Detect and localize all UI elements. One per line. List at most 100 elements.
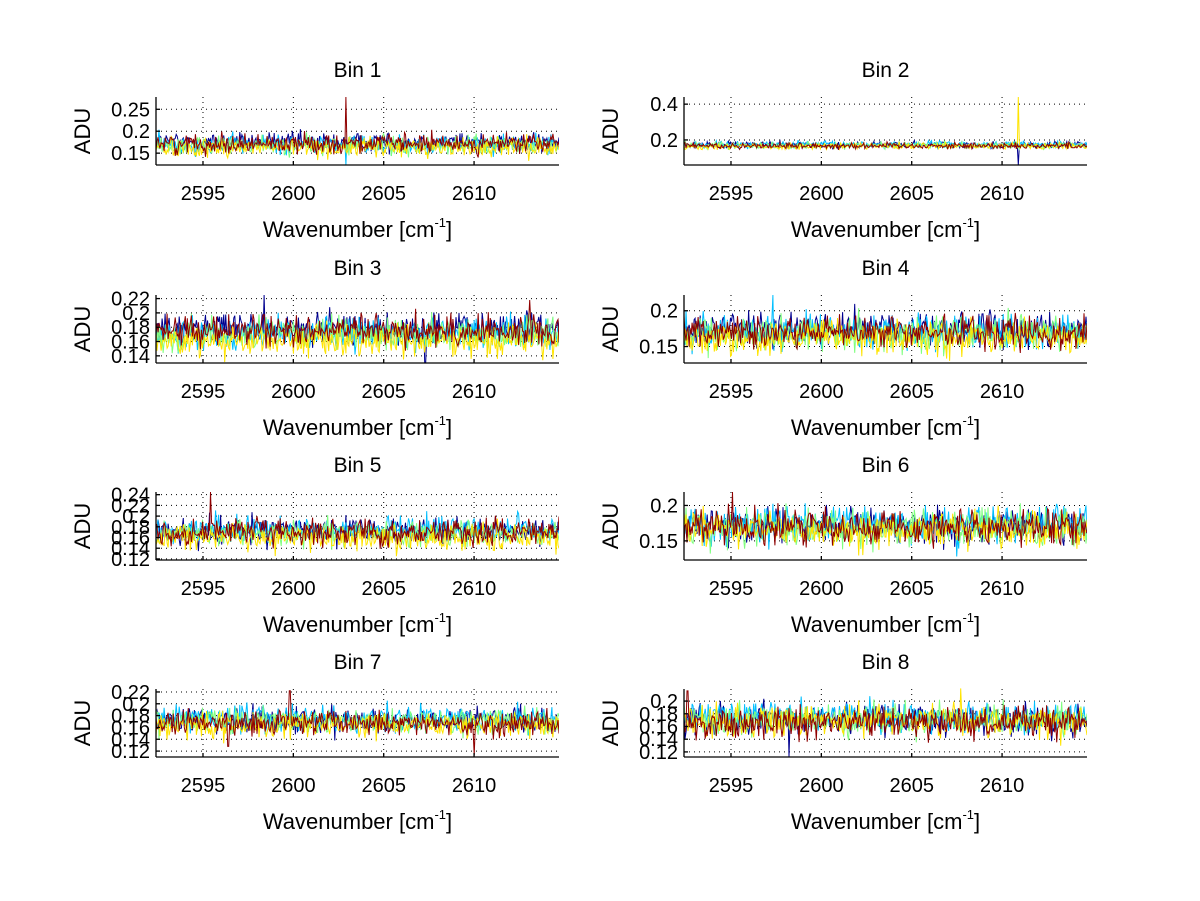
x-axis-label-bracket: ] (446, 217, 452, 242)
x-axis-label: Wavenumber [cm-1] (791, 413, 980, 440)
y-tick-label: 0.2 (122, 121, 150, 143)
y-tick-label: 0.14 (111, 346, 150, 368)
x-tick-label: 2605 (889, 183, 934, 205)
line-series-4 (684, 505, 1087, 556)
x-axis-label-superscript: -1 (962, 807, 974, 822)
x-tick-label: 2610 (980, 381, 1025, 403)
y-tick-label: 0.2 (650, 301, 678, 323)
x-tick-label: 2605 (361, 381, 406, 403)
y-tick-label: 0.25 (111, 99, 150, 121)
x-axis-label: Wavenumber [cm-1] (791, 807, 980, 834)
line-series-5 (156, 491, 559, 549)
y-tick-label: 0.14 (111, 538, 150, 560)
x-tick-label: 2600 (799, 381, 844, 403)
y-tick-label: 0.2 (122, 303, 150, 325)
x-tick-label: 2600 (271, 775, 316, 797)
subplot-bin-8: Bin 8 2595 2600 2605 2610 0.120.140.160.180.2… (598, 651, 1087, 834)
y-tick-label: 0.16 (111, 717, 150, 739)
y-tick-label: 0.15 (111, 143, 150, 165)
subplot-bin-2: Bin 2 2595 2600 2605 2610 0.2 0.4 Wavenumber [c… (598, 59, 1087, 242)
y-tick-label: 0.15 (639, 337, 678, 359)
y-tick-label: 0.16 (639, 716, 678, 738)
y-tick-label: 0.4 (650, 94, 678, 116)
x-axis-label-superscript: -1 (434, 807, 446, 822)
y-tick-label: 0.16 (111, 528, 150, 550)
y-tick-label: 0.22 (111, 495, 150, 517)
x-tick-label: 2605 (361, 578, 406, 600)
y-axis-label: ADU (70, 306, 95, 352)
subplot-title: Bin 6 (862, 454, 910, 477)
y-tick-label: 0.24 (111, 485, 150, 507)
y-tick-label: 0.2 (650, 130, 678, 152)
x-axis-label-superscript: -1 (434, 215, 446, 230)
x-tick-label: 2610 (980, 775, 1025, 797)
x-tick-label: 2595 (709, 381, 754, 403)
subplot-bin-6: Bin 6 2595 2600 2605 2610 0.15 0.2 Wavenumber [… (598, 454, 1087, 637)
line-series-5 (684, 491, 1087, 549)
y-axis-label: ADU (598, 306, 623, 352)
y-tick-label: 0.22 (111, 289, 150, 311)
x-axis-label: Wavenumber [cm-1] (263, 610, 452, 637)
x-tick-label: 2600 (799, 578, 844, 600)
y-tick-label: 0.12 (639, 742, 678, 764)
y-tick-label: 0.18 (639, 704, 678, 726)
subplot-title: Bin 3 (334, 257, 382, 280)
x-tick-label: 2605 (889, 578, 934, 600)
x-tick-label: 2610 (980, 183, 1025, 205)
subplot-bin-3: Bin 3 2595 2600 2605 2610 0.140.160.180.20.22… (70, 257, 559, 440)
subplot-title: Bin 5 (334, 454, 382, 477)
y-axis-label: ADU (598, 700, 623, 746)
line-series-5 (156, 96, 559, 158)
x-axis-label: Wavenumber [cm-1] (791, 215, 980, 242)
x-axis-label-superscript: -1 (962, 610, 974, 625)
x-tick-label: 2595 (181, 381, 226, 403)
x-axis-label: Wavenumber [cm-1] (263, 807, 452, 834)
y-tick-label: 0.18 (111, 706, 150, 728)
x-tick-label: 2610 (452, 183, 497, 205)
x-axis-label-text: Wavenumber [cm (791, 217, 963, 242)
x-tick-label: 2610 (452, 775, 497, 797)
subplot-title: Bin 2 (862, 59, 910, 82)
line-series-4 (156, 134, 559, 161)
x-axis-label: Wavenumber [cm-1] (791, 610, 980, 637)
x-axis-label-bracket: ] (446, 809, 452, 834)
y-axis-label: ADU (598, 503, 623, 549)
subplot-bin-4: Bin 4 2595 2600 2605 2610 0.15 0.2 Wavenumber [… (598, 257, 1087, 440)
x-axis-label-bracket: ] (974, 612, 980, 637)
line-series-5 (156, 299, 559, 351)
y-tick-label: 0.18 (111, 317, 150, 339)
y-tick-label: 0.22 (111, 682, 150, 704)
line-series-3 (684, 503, 1087, 554)
line-series-5 (684, 140, 1087, 151)
line-series-5 (684, 312, 1087, 354)
x-tick-label: 2600 (799, 775, 844, 797)
x-tick-label: 2595 (709, 775, 754, 797)
x-axis-label-text: Wavenumber [cm (791, 809, 963, 834)
subplot-bin-7: Bin 7 2595 2600 2605 2610 0.120.140.160.180.2… (70, 651, 559, 834)
x-tick-label: 2600 (271, 183, 316, 205)
y-tick-label: 0.15 (639, 531, 678, 553)
subplot-title: Bin 4 (862, 257, 910, 280)
subplot-title: Bin 1 (334, 59, 382, 82)
x-tick-label: 2595 (181, 578, 226, 600)
x-axis-label-text: Wavenumber [cm (791, 612, 963, 637)
x-axis-label-text: Wavenumber [cm (263, 415, 435, 440)
x-axis-label-bracket: ] (446, 415, 452, 440)
x-tick-label: 2600 (271, 381, 316, 403)
line-series-5 (156, 690, 559, 756)
line-series-5 (684, 690, 1087, 743)
subplot-title: Bin 8 (862, 651, 910, 674)
x-axis-label-bracket: ] (446, 612, 452, 637)
x-axis-label-bracket: ] (974, 415, 980, 440)
y-tick-label: 0.14 (639, 729, 678, 751)
x-axis-label-superscript: -1 (962, 215, 974, 230)
x-axis-label-superscript: -1 (434, 610, 446, 625)
line-series-4 (684, 96, 1087, 152)
x-axis-label-text: Wavenumber [cm (263, 217, 435, 242)
y-tick-label: 0.2 (650, 495, 678, 517)
subplot-title: Bin 7 (334, 651, 382, 674)
subplot-bin-1: Bin 1 2595 2600 2605 2610 0.150.20.25 Wavenumb… (70, 59, 559, 242)
x-tick-label: 2605 (889, 381, 934, 403)
